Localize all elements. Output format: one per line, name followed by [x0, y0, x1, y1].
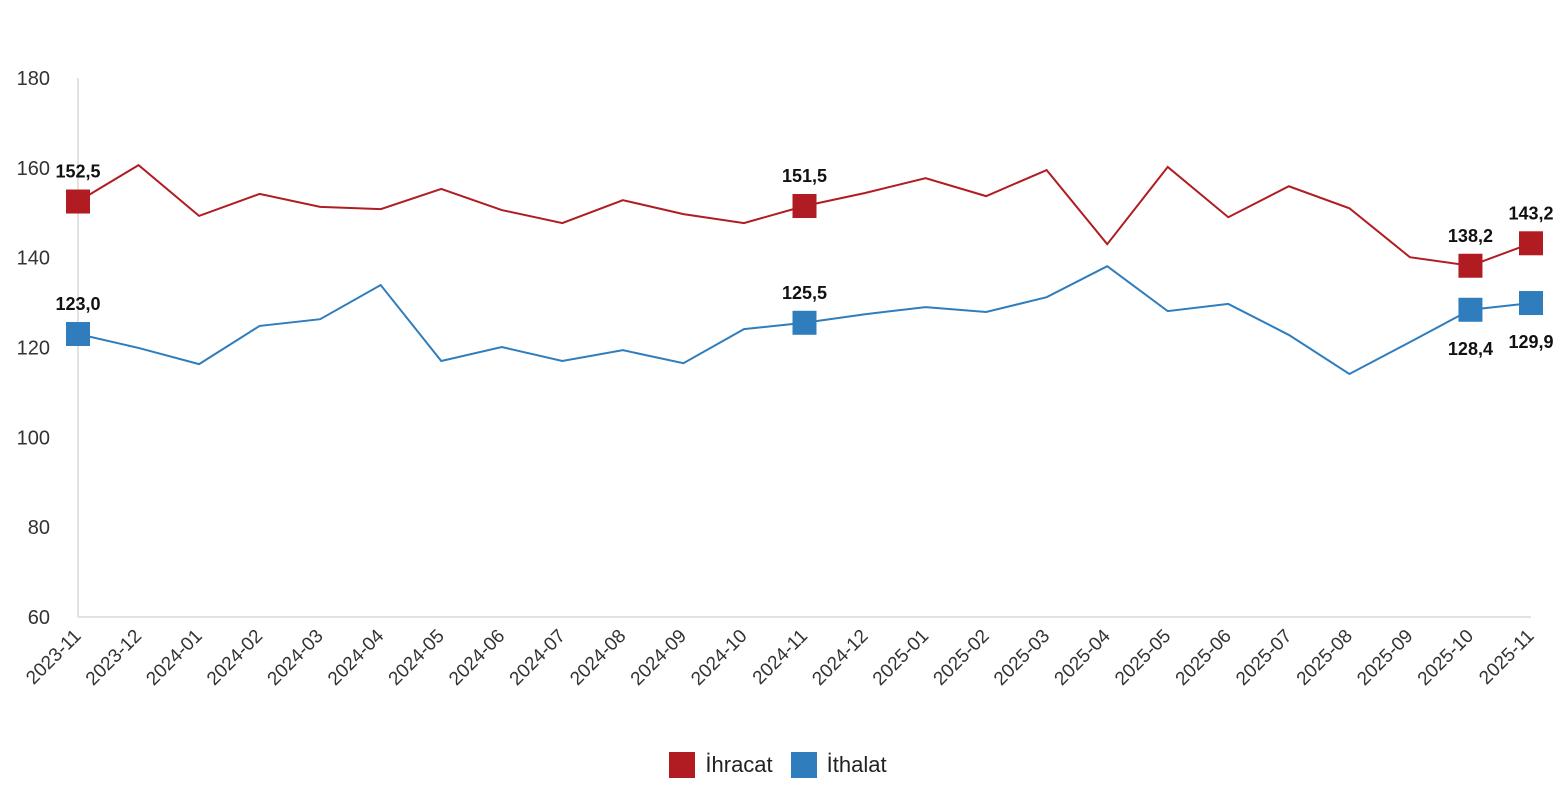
x-tick-label: 2025-11 [1475, 626, 1538, 689]
x-tick-label: 2023-11 [22, 626, 85, 689]
line-chart: 60 80 100 120 140 160 180 2023-112023-122024-01… [17, 68, 1554, 690]
x-tick-label: 2024-09 [627, 626, 691, 690]
x-tick-label: 2025-04 [1051, 625, 1115, 689]
data-label: 123,0 [55, 294, 100, 314]
data-label: 152,5 [55, 162, 100, 182]
x-tick-label: 2024-12 [808, 626, 872, 690]
x-tick-label: 2025-02 [930, 626, 994, 690]
x-tick-label: 2024-05 [385, 626, 449, 690]
x-tick-label: 2024-06 [445, 626, 509, 690]
x-tick-label: 2025-06 [1172, 626, 1236, 690]
x-tick-label: 2025-10 [1414, 626, 1478, 690]
legend-swatch-ithalat [790, 752, 817, 778]
x-tick-label: 2024-08 [566, 626, 630, 690]
data-label: 138,2 [1448, 226, 1493, 246]
x-tick-label: 2024-11 [749, 626, 812, 689]
x-tick-label: 2024-01 [142, 626, 206, 690]
y-tick-label: 120 [17, 338, 50, 360]
x-tick-label: 2025-09 [1353, 626, 1417, 690]
x-tick-label: 2025-01 [869, 626, 933, 690]
x-tick-label: 2024-03 [264, 626, 328, 690]
legend-label: İhracat [705, 752, 773, 777]
x-tick-label: 2024-02 [203, 626, 267, 690]
legend-item-ithalat[interactable]: İthalat [790, 752, 887, 778]
data-marker [1519, 291, 1543, 316]
data-marker [66, 322, 90, 347]
data-marker [66, 189, 90, 214]
x-tick-label: 2024-04 [324, 625, 388, 689]
y-tick-label: 60 [28, 607, 50, 629]
y-tick-label: 80 [28, 517, 50, 539]
data-label: 128,4 [1448, 339, 1493, 359]
y-tick-label: 100 [17, 427, 50, 449]
legend-item-ihracat[interactable]: İhracat [669, 752, 773, 778]
data-label: 143,2 [1508, 203, 1553, 223]
y-tick-label: 140 [17, 248, 50, 270]
legend: İhracat İthalat [0, 752, 1556, 778]
data-marker [1458, 297, 1483, 322]
x-tick-label: 2024-07 [506, 626, 570, 690]
data-marker [1458, 253, 1483, 278]
y-tick-label: 160 [17, 158, 50, 180]
data-marker [1519, 231, 1543, 256]
x-tick-label: 2024-10 [687, 626, 751, 690]
data-label: 125,5 [782, 283, 827, 303]
y-tick-label: 180 [17, 68, 50, 90]
data-marker [792, 310, 817, 335]
x-tick-label: 2025-03 [990, 626, 1054, 690]
data-marker [792, 194, 817, 219]
data-label: 129,9 [1508, 332, 1553, 352]
x-tick-label: 2025-05 [1111, 626, 1175, 690]
legend-swatch-ihracat [669, 752, 696, 778]
legend-label: İthalat [826, 752, 887, 777]
x-tick-label: 2025-08 [1293, 626, 1357, 690]
x-tick-label: 2025-07 [1232, 626, 1296, 690]
data-label: 151,5 [782, 166, 827, 186]
x-tick-label: 2023-12 [82, 626, 146, 690]
